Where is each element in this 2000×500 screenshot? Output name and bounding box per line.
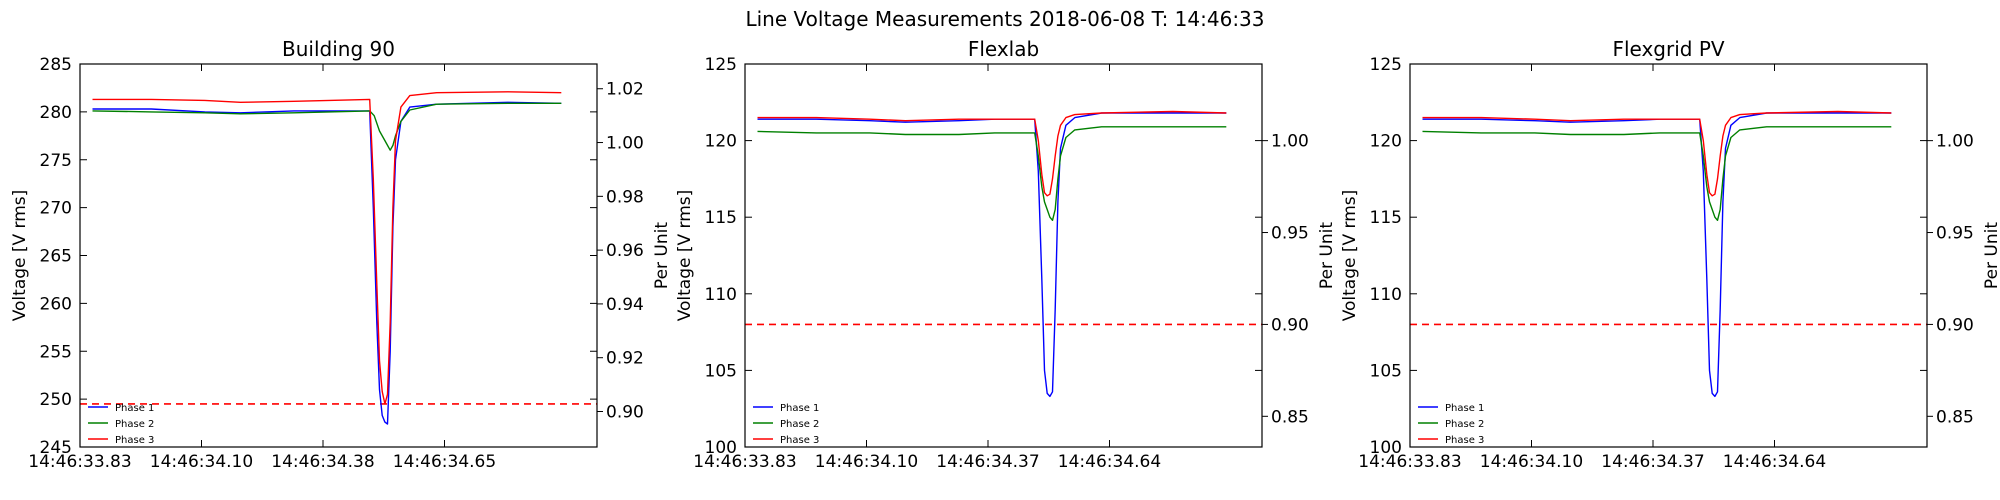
- series-line-phase-2: [1422, 126, 1892, 222]
- panel-title: Building 90: [282, 37, 395, 61]
- series-line-phase-1: [1422, 112, 1892, 398]
- y-axis-label: Voltage [V rms]: [1340, 190, 1360, 322]
- chart-panel-2: Flexlab 100 105 110 115 120 125 0.85 0.90 0.95 1.0…: [675, 37, 1337, 472]
- legend-label: Phase 3: [1445, 435, 1484, 446]
- y-tick-label: 100: [1370, 438, 1402, 458]
- x-tick-label: 14:46:34.65: [393, 452, 496, 472]
- legend-label: Phase 1: [115, 403, 154, 414]
- y-tick-label: 275: [40, 151, 72, 171]
- legend-label: Phase 3: [115, 435, 154, 446]
- series-line-phase-2: [757, 126, 1227, 222]
- y-right-axis-label: Per Unit: [1317, 222, 1337, 289]
- y-axis-label: Voltage [V rms]: [10, 190, 30, 322]
- y-right-tick-label: 0.94: [606, 295, 644, 315]
- x-tick-label: 14:46:34.37: [936, 452, 1039, 472]
- x-tick-label: 14:46:34.10: [150, 452, 253, 472]
- y-right-tick-label: 0.90: [1271, 315, 1309, 335]
- y-right-tick-label: 0.85: [1936, 407, 1974, 427]
- legend-label: Phase 2: [115, 419, 154, 430]
- y-tick-label: 100: [705, 438, 737, 458]
- y-tick-label: 105: [1370, 361, 1402, 381]
- y-right-tick-label: 0.90: [606, 402, 644, 422]
- x-tick-label: 14:46:34.64: [1058, 452, 1161, 472]
- y-tick-label: 105: [705, 361, 737, 381]
- y-right-tick-label: 0.95: [1936, 224, 1974, 244]
- plot-frame: [79, 63, 598, 448]
- y-tick-label: 120: [1370, 132, 1402, 152]
- y-tick-label: 265: [40, 247, 72, 267]
- y-right-tick-label: 1.02: [606, 80, 644, 100]
- y-tick-label: 270: [40, 199, 72, 219]
- x-tick-label: 14:46:34.64: [1723, 452, 1826, 472]
- y-tick-label: 125: [1370, 55, 1402, 75]
- y-tick-label: 110: [1370, 285, 1402, 305]
- series-line-phase-1: [92, 101, 562, 425]
- y-tick-label: 250: [40, 390, 72, 410]
- y-right-tick-label: 0.98: [606, 187, 644, 207]
- y-tick-label: 285: [40, 55, 72, 75]
- series-line-phase-3: [757, 110, 1227, 197]
- y-right-tick-label: 0.85: [1271, 407, 1309, 427]
- legend-label: Phase 2: [780, 419, 819, 430]
- y-right-tick-label: 0.92: [606, 349, 644, 369]
- y-right-axis-label: Per Unit: [1982, 222, 2000, 289]
- y-right-tick-label: 0.90: [1936, 315, 1974, 335]
- legend-label: Phase 1: [1445, 403, 1484, 414]
- y-tick-label: 115: [705, 208, 737, 228]
- y-axis-label: Voltage [V rms]: [675, 190, 695, 322]
- y-right-tick-label: 1.00: [1936, 132, 1974, 152]
- y-right-axis-label: Per Unit: [652, 222, 672, 289]
- plot-frame: [1409, 63, 1928, 448]
- series-line-phase-3: [1422, 110, 1892, 197]
- y-tick-label: 125: [705, 55, 737, 75]
- x-tick-label: 14:46:33.83: [1358, 452, 1461, 472]
- chart-panel-1: Building 90 245 250 255 260 265 270 275 280 285 0.…: [10, 37, 672, 472]
- series-line-phase-3: [92, 91, 562, 405]
- y-tick-label: 115: [1370, 208, 1402, 228]
- y-right-tick-label: 1.00: [1271, 132, 1309, 152]
- chart-panel-3: Flexgrid PV 100 105 110 115 120 125 0.85 0.90 0.9…: [1340, 37, 2000, 472]
- series-line-phase-2: [92, 102, 562, 151]
- y-tick-label: 255: [40, 342, 72, 362]
- panel-title: Flexlab: [968, 37, 1039, 61]
- x-tick-label: 14:46:33.83: [28, 452, 131, 472]
- series-line-phase-1: [757, 112, 1227, 398]
- y-right-tick-label: 1.00: [606, 134, 644, 154]
- y-tick-label: 110: [705, 285, 737, 305]
- legend-label: Phase 1: [780, 403, 819, 414]
- x-tick-label: 14:46:34.10: [815, 452, 918, 472]
- x-tick-label: 14:46:33.83: [693, 452, 796, 472]
- panel-title: Flexgrid PV: [1612, 37, 1724, 61]
- y-right-tick-label: 0.96: [606, 241, 644, 261]
- figure-title: Line Voltage Measurements 2018-06-08 T: …: [745, 7, 1264, 31]
- y-tick-label: 120: [705, 132, 737, 152]
- legend-label: Phase 2: [1445, 419, 1484, 430]
- x-tick-label: 14:46:34.38: [271, 452, 374, 472]
- y-tick-label: 245: [40, 438, 72, 458]
- x-tick-label: 14:46:34.10: [1480, 452, 1583, 472]
- y-right-tick-label: 0.95: [1271, 224, 1309, 244]
- legend-label: Phase 3: [780, 435, 819, 446]
- plot-frame: [744, 63, 1263, 448]
- y-tick-label: 280: [40, 103, 72, 123]
- y-tick-label: 260: [40, 294, 72, 314]
- x-tick-label: 14:46:34.37: [1601, 452, 1704, 472]
